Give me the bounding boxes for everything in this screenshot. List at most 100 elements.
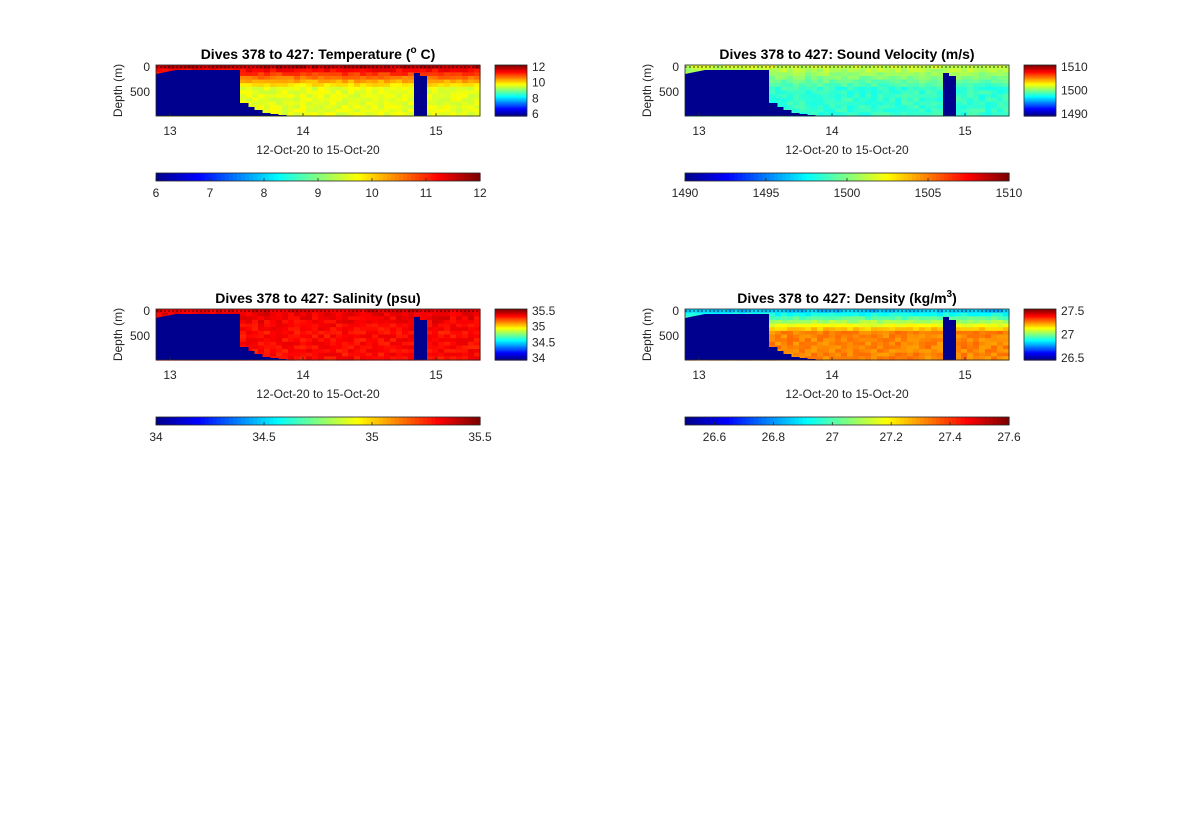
heatmap-cell — [360, 345, 367, 350]
heatmap-cell — [300, 330, 307, 336]
heatmap-cell — [907, 108, 914, 113]
heatmap-cell — [348, 105, 355, 110]
colorbar-segment — [685, 173, 690, 181]
heatmap-cell — [931, 83, 938, 88]
colorbar-segment — [184, 417, 189, 425]
heatmap-cell — [985, 327, 992, 332]
colorbar-tick-label: 27.5 — [1061, 304, 1085, 318]
colorbar-segment — [495, 82, 527, 85]
heatmap-cell — [901, 309, 908, 314]
heatmap-cell — [324, 319, 331, 325]
heatmap-cell — [246, 97, 253, 103]
heatmap-cell — [330, 68, 337, 73]
heatmap-cell — [474, 345, 481, 350]
colorbar-segment — [1024, 344, 1056, 347]
colorbar-segment — [778, 417, 783, 425]
heatmap-cell — [811, 345, 818, 350]
heatmap-cell — [973, 97, 980, 103]
heatmap-cell — [931, 323, 938, 328]
colorbar-segment — [415, 173, 420, 181]
heatmap-cell — [378, 90, 385, 95]
heatmap-cell — [967, 68, 974, 73]
heatmap-cell — [450, 86, 457, 92]
heatmap-cell — [769, 90, 776, 95]
heatmap-cell — [270, 90, 277, 95]
colorbar-segment — [1024, 310, 1056, 313]
heatmap-cell — [781, 68, 788, 73]
heatmap-cell — [787, 94, 794, 99]
heatmap-cell — [456, 356, 463, 361]
heatmap-cell — [324, 349, 331, 354]
colorbar-segment — [1024, 81, 1056, 84]
colorbar-segment — [960, 417, 966, 425]
heatmap-cell — [871, 330, 878, 336]
heatmap-cell — [793, 312, 800, 317]
heatmap-cell — [264, 323, 271, 328]
heatmap-cell — [360, 341, 367, 347]
colorbar-segment — [875, 173, 880, 181]
heatmap-cell — [1003, 352, 1010, 357]
heatmap-cell — [769, 316, 776, 321]
heatmap-cell — [306, 345, 313, 350]
heatmap-cell — [444, 97, 451, 103]
heatmap-cell — [805, 83, 812, 88]
heatmap-cell — [336, 309, 343, 314]
heatmap-cell — [306, 349, 313, 354]
heatmap-cell — [354, 341, 361, 347]
heatmap-cell — [324, 323, 331, 328]
heatmap-cell — [973, 319, 980, 325]
colorbar-segment — [867, 173, 872, 181]
heatmap-cell — [384, 94, 391, 99]
heatmap-cell — [757, 309, 764, 314]
heatmap-cell — [931, 349, 938, 354]
heatmap-cell — [1003, 97, 1010, 103]
heatmap-cell — [781, 309, 788, 314]
heatmap-cell — [817, 75, 824, 81]
colorbar-segment — [495, 352, 527, 355]
heatmap-cell — [919, 323, 926, 328]
heatmap-cell — [805, 345, 812, 350]
heatmap-cell — [270, 75, 277, 81]
heatmap-cell — [468, 68, 475, 73]
heatmap-cell — [252, 349, 259, 354]
heatmap-cell — [931, 79, 938, 84]
heatmap-cell — [264, 330, 271, 336]
heatmap-cell — [859, 334, 866, 339]
colorbar-segment — [322, 173, 327, 181]
colorbar-segment — [895, 417, 901, 425]
heatmap-cell — [438, 105, 445, 110]
heatmap-cell — [985, 319, 992, 325]
heatmap-cell — [384, 97, 391, 103]
colorbar-segment — [794, 173, 799, 181]
heatmap-cell — [961, 94, 968, 99]
heatmap-cell — [456, 330, 463, 336]
heatmap-cell — [991, 68, 998, 73]
heatmap-cell — [895, 108, 902, 113]
heatmap-cell — [306, 97, 313, 103]
heatmap-cell — [919, 68, 926, 73]
colorbar-segment — [818, 173, 824, 181]
colorbar-segment — [471, 173, 477, 181]
heatmap-cell — [432, 312, 439, 317]
heatmap-cell — [895, 75, 902, 81]
heatmap-cell — [288, 108, 295, 113]
heatmap-cell — [955, 105, 962, 110]
heatmap-cell — [775, 345, 782, 350]
bottom-colorbar: 1490 1495 1500 1505 1510 — [672, 172, 1023, 200]
heatmap-cell — [997, 334, 1004, 339]
heatmap-cell — [402, 330, 409, 336]
heatmap-cell — [378, 97, 385, 103]
y-tick-label: 0 — [143, 304, 150, 318]
heatmap-cell — [462, 94, 469, 99]
heatmap-cell — [925, 327, 932, 332]
heatmap-cell — [799, 83, 806, 88]
colorbar-segment — [709, 173, 714, 181]
heatmap-cell — [865, 68, 872, 73]
heatmap-cell — [270, 327, 277, 332]
heatmap-cell — [246, 327, 253, 332]
heatmap-cell — [967, 112, 974, 117]
heatmap-cell — [318, 356, 325, 361]
heatmap-cell — [817, 345, 824, 350]
heatmap-cell — [985, 341, 992, 347]
heatmap-cell — [925, 112, 932, 117]
